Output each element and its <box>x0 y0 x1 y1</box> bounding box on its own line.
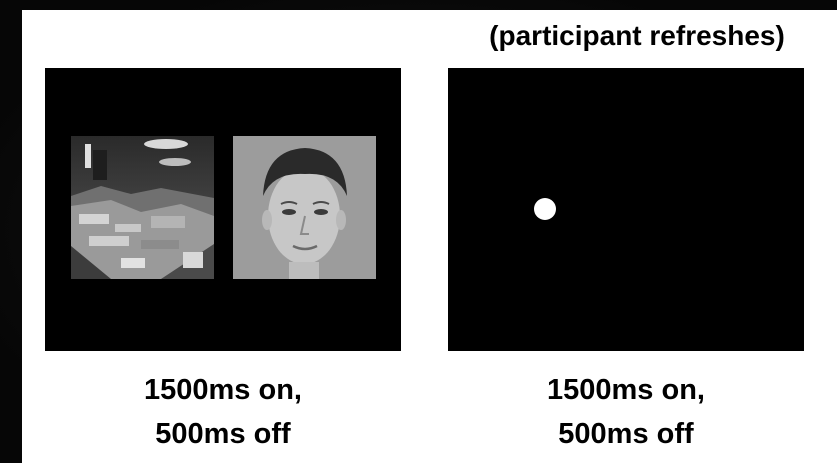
fixation-panel-right <box>448 68 804 351</box>
participant-refresh-note: (participant refreshes) <box>489 20 785 51</box>
caption-right: 1500ms on, 500ms off <box>448 368 804 456</box>
figure-canvas: (participant refreshes) <box>22 10 837 463</box>
scene-photo <box>71 136 214 279</box>
fixation-dot <box>534 198 556 220</box>
caption-right-line2: 500ms off <box>558 418 694 450</box>
caption-right-line1: 1500ms on, <box>547 374 705 406</box>
face-photo <box>233 136 376 279</box>
caption-left-line1: 1500ms on, <box>144 374 302 406</box>
caption-left-line2: 500ms off <box>155 418 291 450</box>
face-photo-image <box>233 136 376 279</box>
scene-photo-image <box>71 136 214 279</box>
caption-left: 1500ms on, 500ms off <box>45 368 401 456</box>
stimulus-panel-left <box>45 68 401 351</box>
